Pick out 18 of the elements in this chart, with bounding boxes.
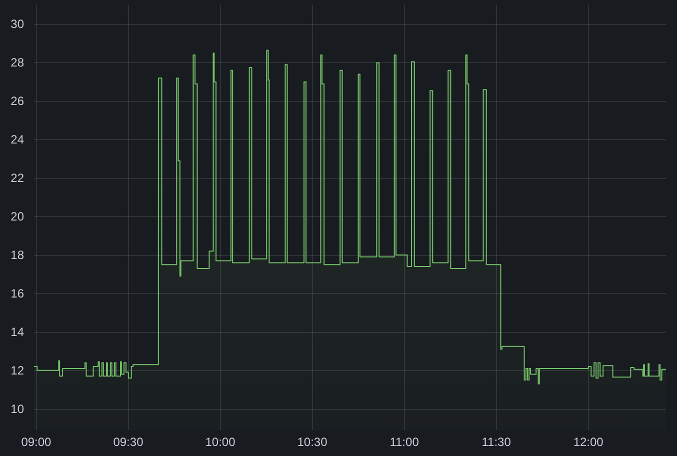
y-tick-label: 16	[10, 286, 24, 300]
y-tick-label: 14	[10, 324, 24, 339]
x-tick-label: 10:30	[297, 435, 328, 449]
x-tick-label: 11:00	[390, 435, 420, 449]
x-tick-label: 09:00	[21, 435, 52, 449]
y-tick-label: 28	[10, 56, 24, 70]
x-tick-label: 12:00	[573, 435, 604, 449]
y-tick-label: 20	[10, 210, 24, 224]
x-tick-label: 11:30	[482, 435, 512, 449]
y-tick-label: 30	[10, 17, 24, 32]
y-tick-label: 10	[10, 402, 24, 416]
x-tick-label: 10:00	[205, 435, 236, 449]
y-tick-label: 18	[10, 248, 24, 262]
y-tick-label: 24	[10, 132, 24, 147]
y-tick-label: 22	[10, 171, 24, 186]
x-tick-label: 09:30	[113, 435, 144, 449]
y-tick-label: 12	[10, 363, 24, 378]
y-tick-label: 26	[10, 94, 24, 108]
